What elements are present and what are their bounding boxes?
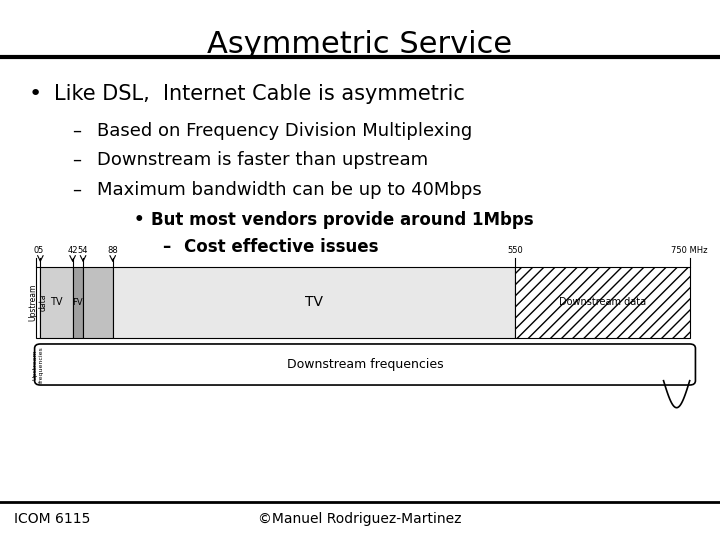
Bar bbox=[36, 267, 40, 338]
Text: Based on Frequency Division Multiplexing: Based on Frequency Division Multiplexing bbox=[97, 122, 472, 139]
Text: 42: 42 bbox=[68, 246, 78, 255]
Text: Downstream frequencies: Downstream frequencies bbox=[287, 358, 444, 371]
Text: Cost effective issues: Cost effective issues bbox=[184, 238, 378, 255]
Text: 0: 0 bbox=[33, 246, 39, 255]
Text: –: – bbox=[72, 122, 81, 139]
Text: Like DSL,  Internet Cable is asymmetric: Like DSL, Internet Cable is asymmetric bbox=[54, 84, 465, 104]
Text: 750 MHz: 750 MHz bbox=[672, 246, 708, 255]
Text: FV: FV bbox=[73, 298, 83, 307]
Bar bbox=[83, 267, 113, 338]
Text: ©Manuel Rodriguez-Martinez: ©Manuel Rodriguez-Martinez bbox=[258, 512, 462, 526]
Text: •: • bbox=[133, 211, 144, 228]
FancyBboxPatch shape bbox=[35, 344, 696, 385]
Text: •: • bbox=[29, 84, 42, 104]
Text: TV: TV bbox=[50, 298, 63, 307]
Text: 5: 5 bbox=[37, 246, 43, 255]
Text: –: – bbox=[72, 151, 81, 169]
Text: Upstream
frequencies: Upstream frequencies bbox=[33, 346, 44, 383]
Text: Maximum bandwidth can be up to 40Mbps: Maximum bandwidth can be up to 40Mbps bbox=[97, 181, 482, 199]
Text: Asymmetric Service: Asymmetric Service bbox=[207, 30, 513, 59]
Text: 88: 88 bbox=[107, 246, 118, 255]
Text: 550: 550 bbox=[508, 246, 523, 255]
Text: 54: 54 bbox=[78, 246, 89, 255]
Text: Downstream data: Downstream data bbox=[559, 298, 646, 307]
Text: ICOM 6115: ICOM 6115 bbox=[14, 512, 91, 526]
Bar bbox=[40, 267, 73, 338]
Text: –: – bbox=[162, 238, 170, 255]
Text: –: – bbox=[72, 181, 81, 199]
Text: Downstream is faster than upstream: Downstream is faster than upstream bbox=[97, 151, 428, 169]
Text: But most vendors provide around 1Mbps: But most vendors provide around 1Mbps bbox=[151, 211, 534, 228]
Bar bbox=[36, 348, 40, 381]
Bar bbox=[516, 267, 690, 338]
Text: TV: TV bbox=[305, 295, 323, 309]
Text: Upstream
data: Upstream data bbox=[29, 284, 48, 321]
Bar bbox=[113, 267, 516, 338]
Bar bbox=[73, 267, 83, 338]
